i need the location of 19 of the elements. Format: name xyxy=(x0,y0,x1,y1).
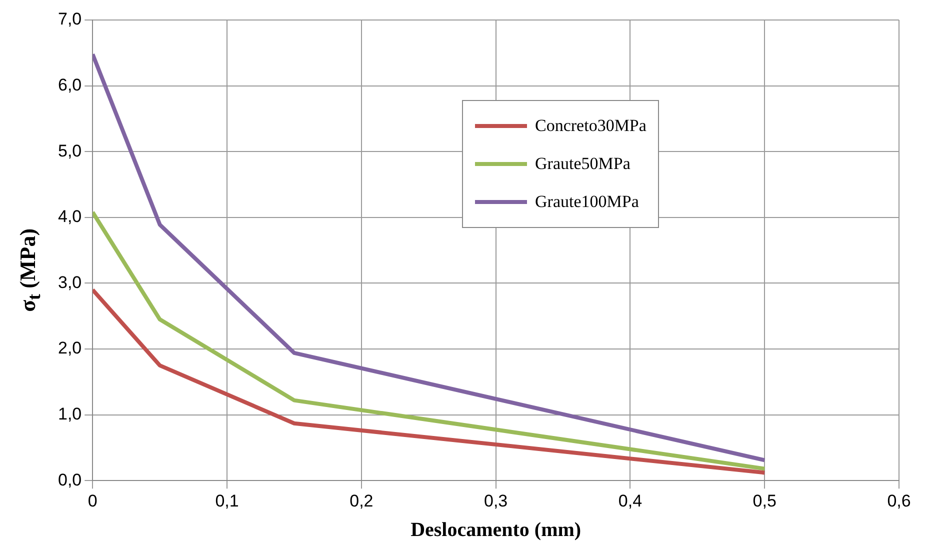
y-tick-label: 5,0 xyxy=(58,141,82,160)
legend-label: Graute100MPa xyxy=(535,192,639,212)
x-tick-label: 0,6 xyxy=(887,491,911,510)
legend-label: Concreto30MPa xyxy=(535,116,646,136)
y-tick-label: 2,0 xyxy=(58,338,82,358)
y-tick-label: 7,0 xyxy=(58,10,82,29)
y-tick-label: 3,0 xyxy=(58,272,82,292)
x-tick-label: 0,1 xyxy=(215,491,239,510)
legend-label: Graute50MPa xyxy=(535,154,630,174)
y-tick-label: 0,0 xyxy=(58,470,82,490)
x-tick-label: 0,4 xyxy=(618,491,642,510)
x-tick-label: 0,5 xyxy=(752,491,776,510)
x-tick-label: 0,3 xyxy=(484,491,508,510)
y-tick-label: 4,0 xyxy=(58,207,82,226)
x-tick-label: 0,2 xyxy=(350,491,374,510)
x-tick-label: 0 xyxy=(88,491,98,510)
x-axis-title: Deslocamento (mm) xyxy=(410,519,582,542)
y-tick-label: 6,0 xyxy=(58,75,82,94)
y-tick-label: 1,0 xyxy=(58,404,82,424)
